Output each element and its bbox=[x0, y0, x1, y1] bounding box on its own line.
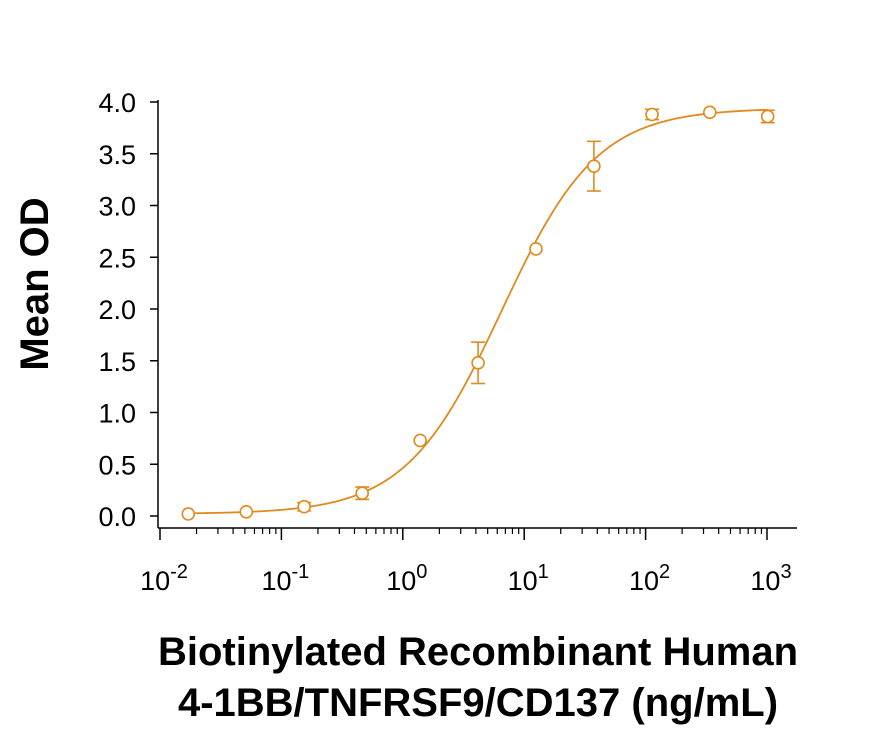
y-axis-title: Mean OD bbox=[13, 197, 57, 370]
y-tick-label: 0.0 bbox=[98, 502, 136, 532]
y-tick-label: 3.0 bbox=[98, 192, 136, 222]
x-tick-exponent: 3 bbox=[780, 561, 791, 583]
y-tick-label: 0.5 bbox=[98, 450, 136, 480]
x-tick-base: 10 bbox=[386, 566, 416, 596]
x-tick-label: 100 bbox=[386, 561, 427, 596]
x-tick-label: 10-2 bbox=[140, 561, 188, 596]
data-point bbox=[587, 159, 601, 173]
data-point bbox=[703, 105, 717, 120]
error-bars bbox=[297, 108, 775, 512]
data-point bbox=[355, 486, 370, 501]
y-tick-label: 2.0 bbox=[98, 295, 136, 325]
x-tick-label: 103 bbox=[750, 561, 791, 596]
x-tick-exponent: 0 bbox=[416, 561, 427, 583]
x-tick-label: 101 bbox=[508, 561, 549, 596]
x-tick-base: 10 bbox=[629, 566, 659, 596]
data-point bbox=[529, 242, 543, 256]
x-tick-exponent: -1 bbox=[292, 561, 310, 583]
data-point bbox=[239, 505, 254, 519]
x-tick-base: 10 bbox=[508, 566, 538, 596]
x-tick-exponent: 1 bbox=[538, 561, 549, 583]
y-tick-label: 2.5 bbox=[98, 243, 136, 273]
y-ticks: 0.0 0.5 1.0 1.5 2.0 2.5 3.0 3.5 4.0 bbox=[98, 88, 158, 532]
y-tick-label: 3.5 bbox=[98, 140, 136, 170]
y-tick-label: 4.0 bbox=[98, 88, 136, 118]
data-point bbox=[297, 499, 311, 514]
x-tick-base: 10 bbox=[750, 566, 780, 596]
y-tick-label: 1.0 bbox=[98, 399, 136, 429]
data-point bbox=[471, 356, 485, 370]
data-point bbox=[645, 107, 659, 122]
fit-curve bbox=[188, 108, 768, 515]
data-point bbox=[181, 507, 196, 521]
x-tick-exponent: -2 bbox=[170, 561, 188, 583]
data-points bbox=[181, 105, 775, 521]
x-tick-label: 102 bbox=[629, 561, 670, 596]
y-tick-label: 1.5 bbox=[98, 347, 136, 377]
x-tick-base: 10 bbox=[261, 566, 291, 596]
x-tick-base: 10 bbox=[140, 566, 170, 596]
x-axis-title-line-2: 4-1BB/TNFRSF9/CD137 (ng/mL) bbox=[178, 681, 778, 725]
data-point bbox=[413, 433, 427, 448]
x-axis-title-line-1: Biotinylated Recombinant Human bbox=[158, 630, 798, 674]
data-point bbox=[760, 109, 775, 124]
x-tick-label: 10-1 bbox=[261, 561, 309, 596]
x-ticks: 10-2 10-1 100 101 102 103 bbox=[140, 528, 792, 596]
x-tick-exponent: 2 bbox=[659, 561, 670, 583]
axes bbox=[157, 100, 797, 529]
